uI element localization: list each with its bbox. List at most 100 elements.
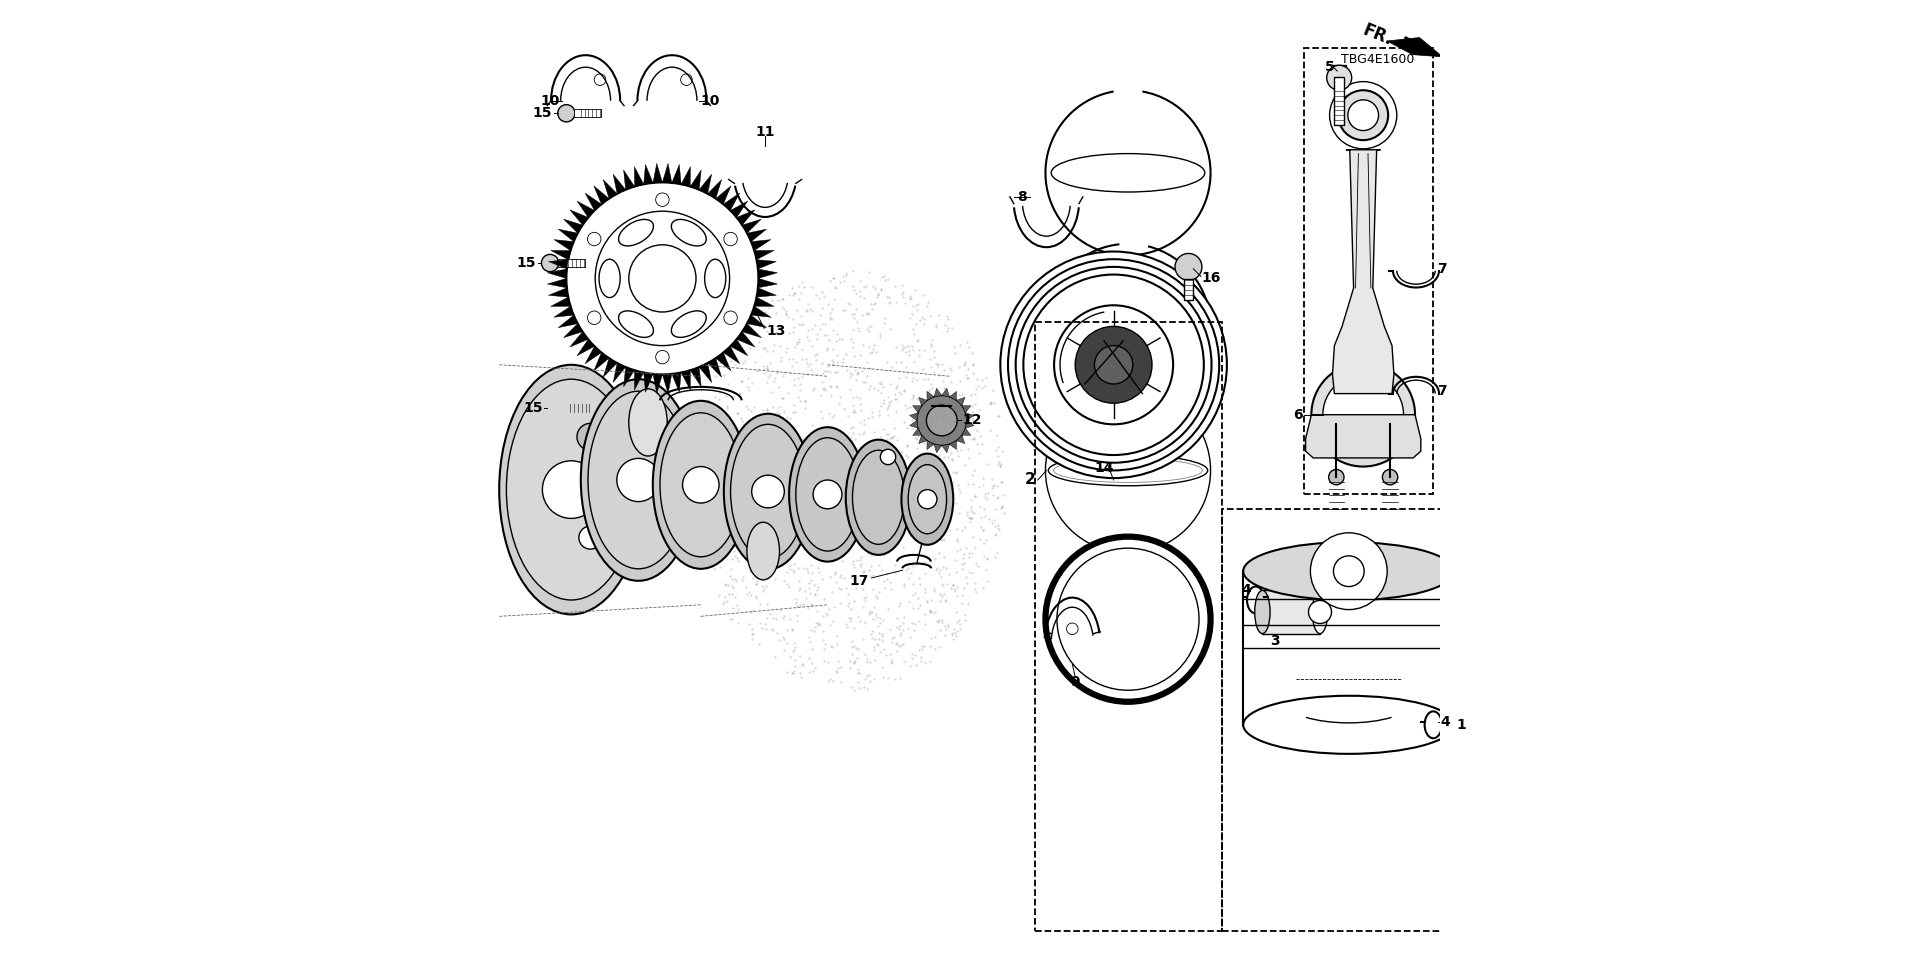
Polygon shape — [593, 186, 609, 204]
Ellipse shape — [543, 461, 599, 518]
Polygon shape — [737, 210, 755, 225]
Circle shape — [655, 350, 668, 364]
Polygon shape — [737, 332, 755, 347]
Bar — [1221, 509, 1457, 931]
Circle shape — [1311, 363, 1415, 467]
Circle shape — [918, 396, 968, 445]
Circle shape — [541, 254, 559, 272]
Circle shape — [1094, 346, 1133, 384]
Polygon shape — [555, 306, 574, 317]
Polygon shape — [743, 324, 760, 338]
Polygon shape — [586, 347, 601, 364]
Polygon shape — [586, 193, 601, 210]
Circle shape — [1338, 90, 1388, 140]
Text: 4: 4 — [1240, 584, 1252, 597]
Polygon shape — [724, 347, 739, 364]
Polygon shape — [662, 163, 672, 182]
Polygon shape — [941, 444, 950, 453]
Polygon shape — [933, 388, 941, 396]
Ellipse shape — [751, 475, 785, 508]
Circle shape — [1023, 275, 1204, 455]
Polygon shape — [691, 170, 701, 190]
Polygon shape — [559, 229, 578, 242]
Polygon shape — [927, 441, 933, 449]
Polygon shape — [682, 371, 691, 390]
Polygon shape — [578, 339, 595, 356]
Polygon shape — [624, 170, 634, 190]
Ellipse shape — [918, 490, 937, 509]
Polygon shape — [672, 372, 682, 393]
Ellipse shape — [747, 522, 780, 580]
Polygon shape — [912, 406, 922, 413]
Polygon shape — [1386, 37, 1442, 57]
Circle shape — [1323, 374, 1404, 455]
Circle shape — [724, 232, 737, 246]
Polygon shape — [570, 332, 588, 347]
Polygon shape — [962, 406, 972, 413]
Ellipse shape — [1313, 590, 1329, 634]
Circle shape — [1327, 65, 1352, 90]
Text: 9: 9 — [1069, 675, 1081, 688]
Circle shape — [588, 232, 601, 246]
Circle shape — [1054, 305, 1173, 424]
Polygon shape — [730, 339, 747, 356]
Ellipse shape — [616, 459, 660, 501]
Ellipse shape — [653, 401, 749, 568]
Ellipse shape — [1244, 696, 1455, 754]
Polygon shape — [756, 288, 776, 298]
Polygon shape — [570, 210, 588, 225]
Polygon shape — [927, 392, 933, 400]
Ellipse shape — [499, 365, 643, 614]
Text: 15: 15 — [532, 107, 553, 120]
Bar — [564, 404, 591, 412]
Ellipse shape — [730, 424, 806, 559]
Ellipse shape — [576, 423, 603, 450]
Text: 4: 4 — [1440, 715, 1450, 729]
Circle shape — [655, 193, 668, 206]
Circle shape — [925, 405, 956, 436]
Text: 6: 6 — [1292, 408, 1304, 421]
Circle shape — [580, 526, 603, 549]
Polygon shape — [950, 392, 956, 400]
Text: 12: 12 — [962, 414, 983, 427]
Circle shape — [879, 449, 895, 465]
Ellipse shape — [672, 220, 707, 246]
Circle shape — [1008, 259, 1219, 470]
Bar — [574, 109, 601, 117]
Polygon shape — [956, 397, 966, 406]
Circle shape — [566, 182, 758, 374]
Polygon shape — [564, 219, 582, 233]
Circle shape — [1175, 253, 1202, 280]
Ellipse shape — [507, 379, 636, 600]
Text: 8: 8 — [1018, 190, 1027, 204]
Polygon shape — [751, 240, 770, 251]
Polygon shape — [612, 175, 626, 194]
Polygon shape — [751, 306, 770, 317]
Circle shape — [1056, 548, 1198, 690]
Polygon shape — [672, 164, 682, 184]
Ellipse shape — [724, 414, 812, 569]
Text: 13: 13 — [766, 324, 785, 338]
Polygon shape — [918, 397, 927, 406]
Ellipse shape — [789, 427, 866, 562]
Polygon shape — [578, 201, 595, 218]
Polygon shape — [662, 374, 672, 394]
Circle shape — [1334, 556, 1363, 587]
Polygon shape — [956, 435, 966, 444]
Polygon shape — [747, 229, 766, 242]
Polygon shape — [755, 251, 774, 259]
Polygon shape — [682, 167, 691, 186]
Polygon shape — [699, 175, 712, 194]
Ellipse shape — [599, 259, 620, 298]
Circle shape — [1309, 601, 1332, 624]
Polygon shape — [933, 444, 941, 453]
Text: 2: 2 — [1025, 472, 1035, 488]
Polygon shape — [559, 315, 578, 327]
Polygon shape — [612, 363, 626, 382]
Bar — [1035, 322, 1223, 931]
Polygon shape — [1306, 415, 1421, 458]
Circle shape — [724, 311, 737, 324]
Polygon shape — [653, 374, 662, 394]
Circle shape — [1382, 469, 1398, 485]
Ellipse shape — [1244, 542, 1455, 600]
